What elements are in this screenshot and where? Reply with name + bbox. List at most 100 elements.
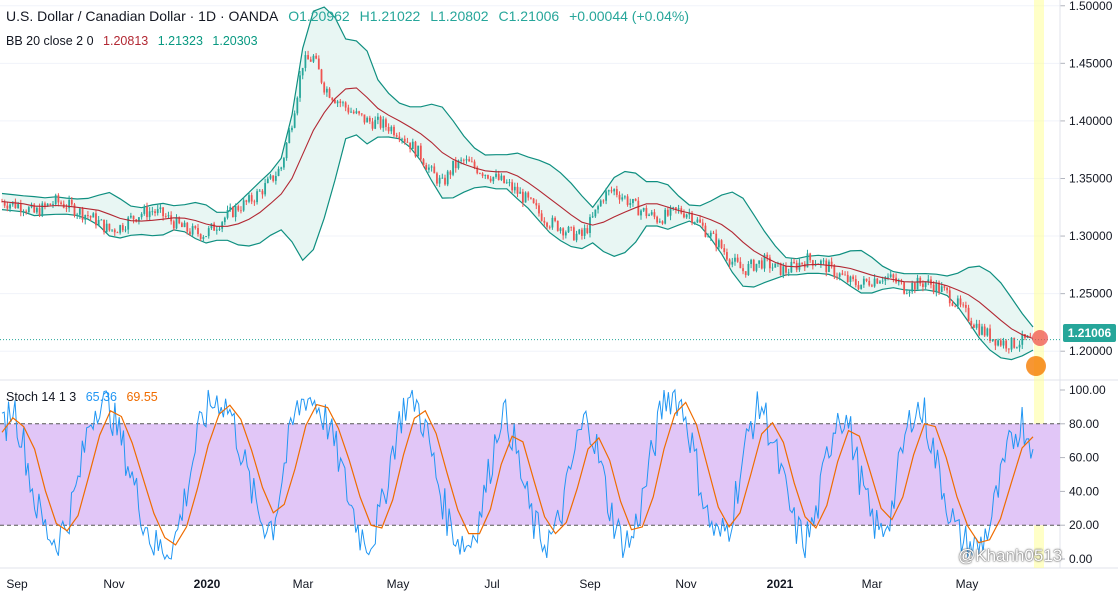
candle-body [76,214,79,216]
candle-body [666,209,669,216]
candle-body [245,200,248,202]
candle-body [124,229,127,231]
stoch-label: Stoch 14 1 3 [6,390,77,404]
candle-body [438,177,441,184]
candle-body [806,253,809,268]
price-tick-label: 1.25000 [1069,287,1113,301]
candle-body [140,213,143,218]
candle-body [607,190,610,192]
candle-body [661,221,664,224]
candle-body [879,281,881,284]
candle-body [159,207,162,210]
candle-body [940,286,943,292]
candle-body [385,119,387,127]
candle-body [444,177,446,185]
us-flag-icon [1026,356,1046,376]
candle-body [962,304,965,306]
candle-body [610,190,613,192]
price-tick-label: 1.35000 [1069,171,1113,185]
candle-body [760,260,763,269]
candle-body [288,130,291,143]
candle-body [1010,337,1013,350]
candle-body [771,267,774,269]
candle-body [1021,334,1024,345]
candle-body [481,173,484,176]
candle-body [154,211,156,214]
candle-body [922,283,924,287]
price-tick-label: 1.40000 [1069,114,1113,128]
candle-body [390,126,393,132]
candle-body [833,265,836,277]
candle-body [148,211,151,218]
candle-body [819,260,822,265]
candle-body [197,228,199,235]
candle-body [720,240,723,249]
candle-body [84,214,87,220]
candle-body [677,208,680,210]
last-price-badge: 1.21006 [1063,324,1116,342]
candle-body [387,126,390,132]
candle-body [554,217,556,221]
candle-body [100,219,103,221]
candle-body [932,284,935,293]
candle-body [320,69,323,83]
candle-body [683,213,685,218]
candle-body [427,167,430,170]
time-tick-label: Nov [103,577,124,591]
time-tick-label: Mar [293,577,314,591]
time-tick-label: Jul [484,577,499,591]
candle-body [615,189,618,195]
candle-body [967,307,970,321]
candle-body [935,282,938,293]
candle-body [505,182,508,184]
current-bar-highlight [1034,0,1044,568]
price-tick-label: 1.45000 [1069,56,1113,70]
candle-body [578,229,581,234]
candle-body [782,266,785,275]
candle-body [205,236,207,237]
bb-upper-value: 1.21323 [157,34,203,48]
candle-body [41,203,44,216]
candle-body [414,141,417,157]
candle-body [964,305,967,308]
candle-body [594,209,597,217]
candle-body [127,217,130,230]
candle-body [65,207,68,209]
candle-body [226,209,229,218]
candle-body [315,55,318,59]
candle-body [860,284,863,289]
candle-body [535,203,538,206]
candle-body [876,278,879,284]
candle-body [484,174,487,176]
stoch-tick-label: 80.00 [1069,417,1099,431]
candle-body [889,274,892,277]
candle-body [618,194,621,200]
candle-body [908,291,911,294]
candle-body [991,339,994,342]
candle-body [78,208,81,215]
candle-body [938,282,940,292]
candle-body [801,262,803,264]
candle-body [419,145,422,160]
candle-body [790,261,793,273]
candle-body [344,102,347,108]
candle-body [237,206,240,211]
candle-body [755,263,758,271]
candle-body [632,199,634,204]
candle-body [54,195,57,205]
bb-basis-line [1,87,1034,340]
time-tick-label: Sep [6,577,28,591]
candle-body [707,236,710,238]
candle-body [970,320,973,325]
candle-body [602,200,605,202]
candle-body [927,279,930,283]
candle-body [393,126,395,136]
candle-body [1005,340,1008,349]
candle-body [368,117,371,122]
candle-body [374,119,377,129]
candle-body [334,99,336,104]
candle-body [637,200,640,216]
candle-body [218,228,221,230]
candle-body [81,208,84,220]
candle-body [688,212,691,215]
